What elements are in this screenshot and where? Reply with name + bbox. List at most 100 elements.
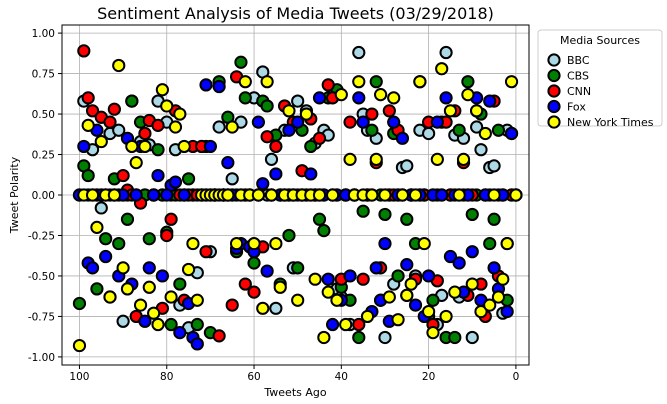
data-point [365, 107, 379, 121]
data-point [312, 188, 327, 202]
legend-box [537, 29, 663, 127]
x-axis-label: Tweets Ago [263, 386, 326, 399]
data-point [483, 298, 497, 312]
data-point [212, 79, 226, 94]
data-point [504, 126, 519, 141]
data-point [417, 236, 431, 251]
data-point [256, 177, 270, 191]
legend-label: CBS [567, 70, 589, 83]
data-point [352, 45, 366, 60]
data-point [308, 272, 322, 286]
data-point [282, 104, 296, 118]
data-point [496, 272, 510, 286]
data-point [291, 115, 305, 129]
data-point [465, 245, 479, 259]
data-point [120, 212, 135, 226]
data-point [168, 120, 183, 134]
data-point [160, 188, 174, 202]
data-point [413, 75, 427, 89]
data-point [155, 83, 169, 97]
data-point [343, 115, 357, 129]
data-point [339, 317, 353, 332]
data-point [269, 167, 283, 181]
data-point [291, 94, 305, 108]
data-point [164, 290, 178, 304]
data-point [94, 201, 108, 215]
data-point [225, 120, 239, 134]
data-point [304, 139, 318, 154]
data-point [186, 236, 200, 251]
legend-marker [547, 84, 561, 98]
data-point [133, 298, 148, 312]
legend-marker [547, 53, 561, 67]
data-point [120, 282, 135, 296]
data-point [116, 261, 130, 275]
data-points [72, 44, 523, 353]
data-point [203, 139, 217, 154]
data-point [151, 143, 165, 157]
legend-item: CBS [547, 68, 589, 83]
legend-item: CNN [547, 84, 591, 98]
data-point [247, 285, 261, 299]
data-point [212, 329, 226, 343]
data-point [238, 91, 252, 105]
data-point [356, 272, 370, 286]
data-point [85, 104, 100, 118]
data-point [483, 236, 497, 251]
data-point [382, 104, 396, 118]
data-point [138, 126, 152, 141]
data-point [77, 44, 91, 58]
data-point [435, 62, 449, 76]
data-point [199, 78, 213, 92]
data-point [443, 249, 458, 264]
data-point [125, 94, 139, 108]
data-point [317, 330, 331, 345]
data-point [452, 256, 466, 270]
y-tick-label: -0.75 [28, 311, 55, 323]
data-point [448, 330, 462, 345]
data-point [125, 139, 139, 154]
data-point [291, 261, 305, 275]
data-point [422, 269, 436, 283]
data-point [269, 139, 283, 154]
legend-marker [547, 115, 561, 129]
data-point [369, 152, 383, 166]
data-point [382, 290, 396, 304]
legend-item: BBC [547, 53, 590, 67]
data-point [225, 172, 239, 186]
data-point [439, 309, 453, 324]
data-point [94, 134, 108, 149]
data-point [282, 123, 296, 137]
data-point [190, 317, 204, 332]
data-point [129, 156, 143, 170]
legend-label: BBC [567, 54, 590, 67]
data-point [212, 120, 226, 134]
data-point [330, 293, 344, 307]
data-point [116, 168, 130, 183]
data-point [164, 317, 178, 332]
data-point [325, 317, 340, 332]
y-tick-label: -1.00 [28, 352, 55, 364]
y-tick-label: -0.25 [28, 230, 55, 242]
data-point [256, 301, 270, 315]
data-point [391, 313, 405, 327]
data-point [81, 118, 95, 132]
data-point [181, 172, 196, 186]
data-point [173, 277, 187, 291]
data-point [103, 115, 117, 129]
data-point [352, 75, 366, 89]
data-point [81, 91, 95, 105]
data-point [138, 139, 152, 154]
data-point [251, 188, 266, 202]
data-point [343, 152, 357, 166]
y-tick-label: 0.50 [32, 109, 55, 121]
data-point [85, 188, 100, 202]
chart-title: Sentiment Analysis of Media Tweets (03/2… [97, 4, 494, 23]
data-point [269, 236, 283, 251]
data-point [487, 188, 501, 202]
data-point [400, 212, 414, 226]
data-point [304, 167, 318, 181]
data-point [452, 123, 466, 137]
data-point [112, 58, 126, 73]
legend-label: New York Times [567, 116, 654, 129]
